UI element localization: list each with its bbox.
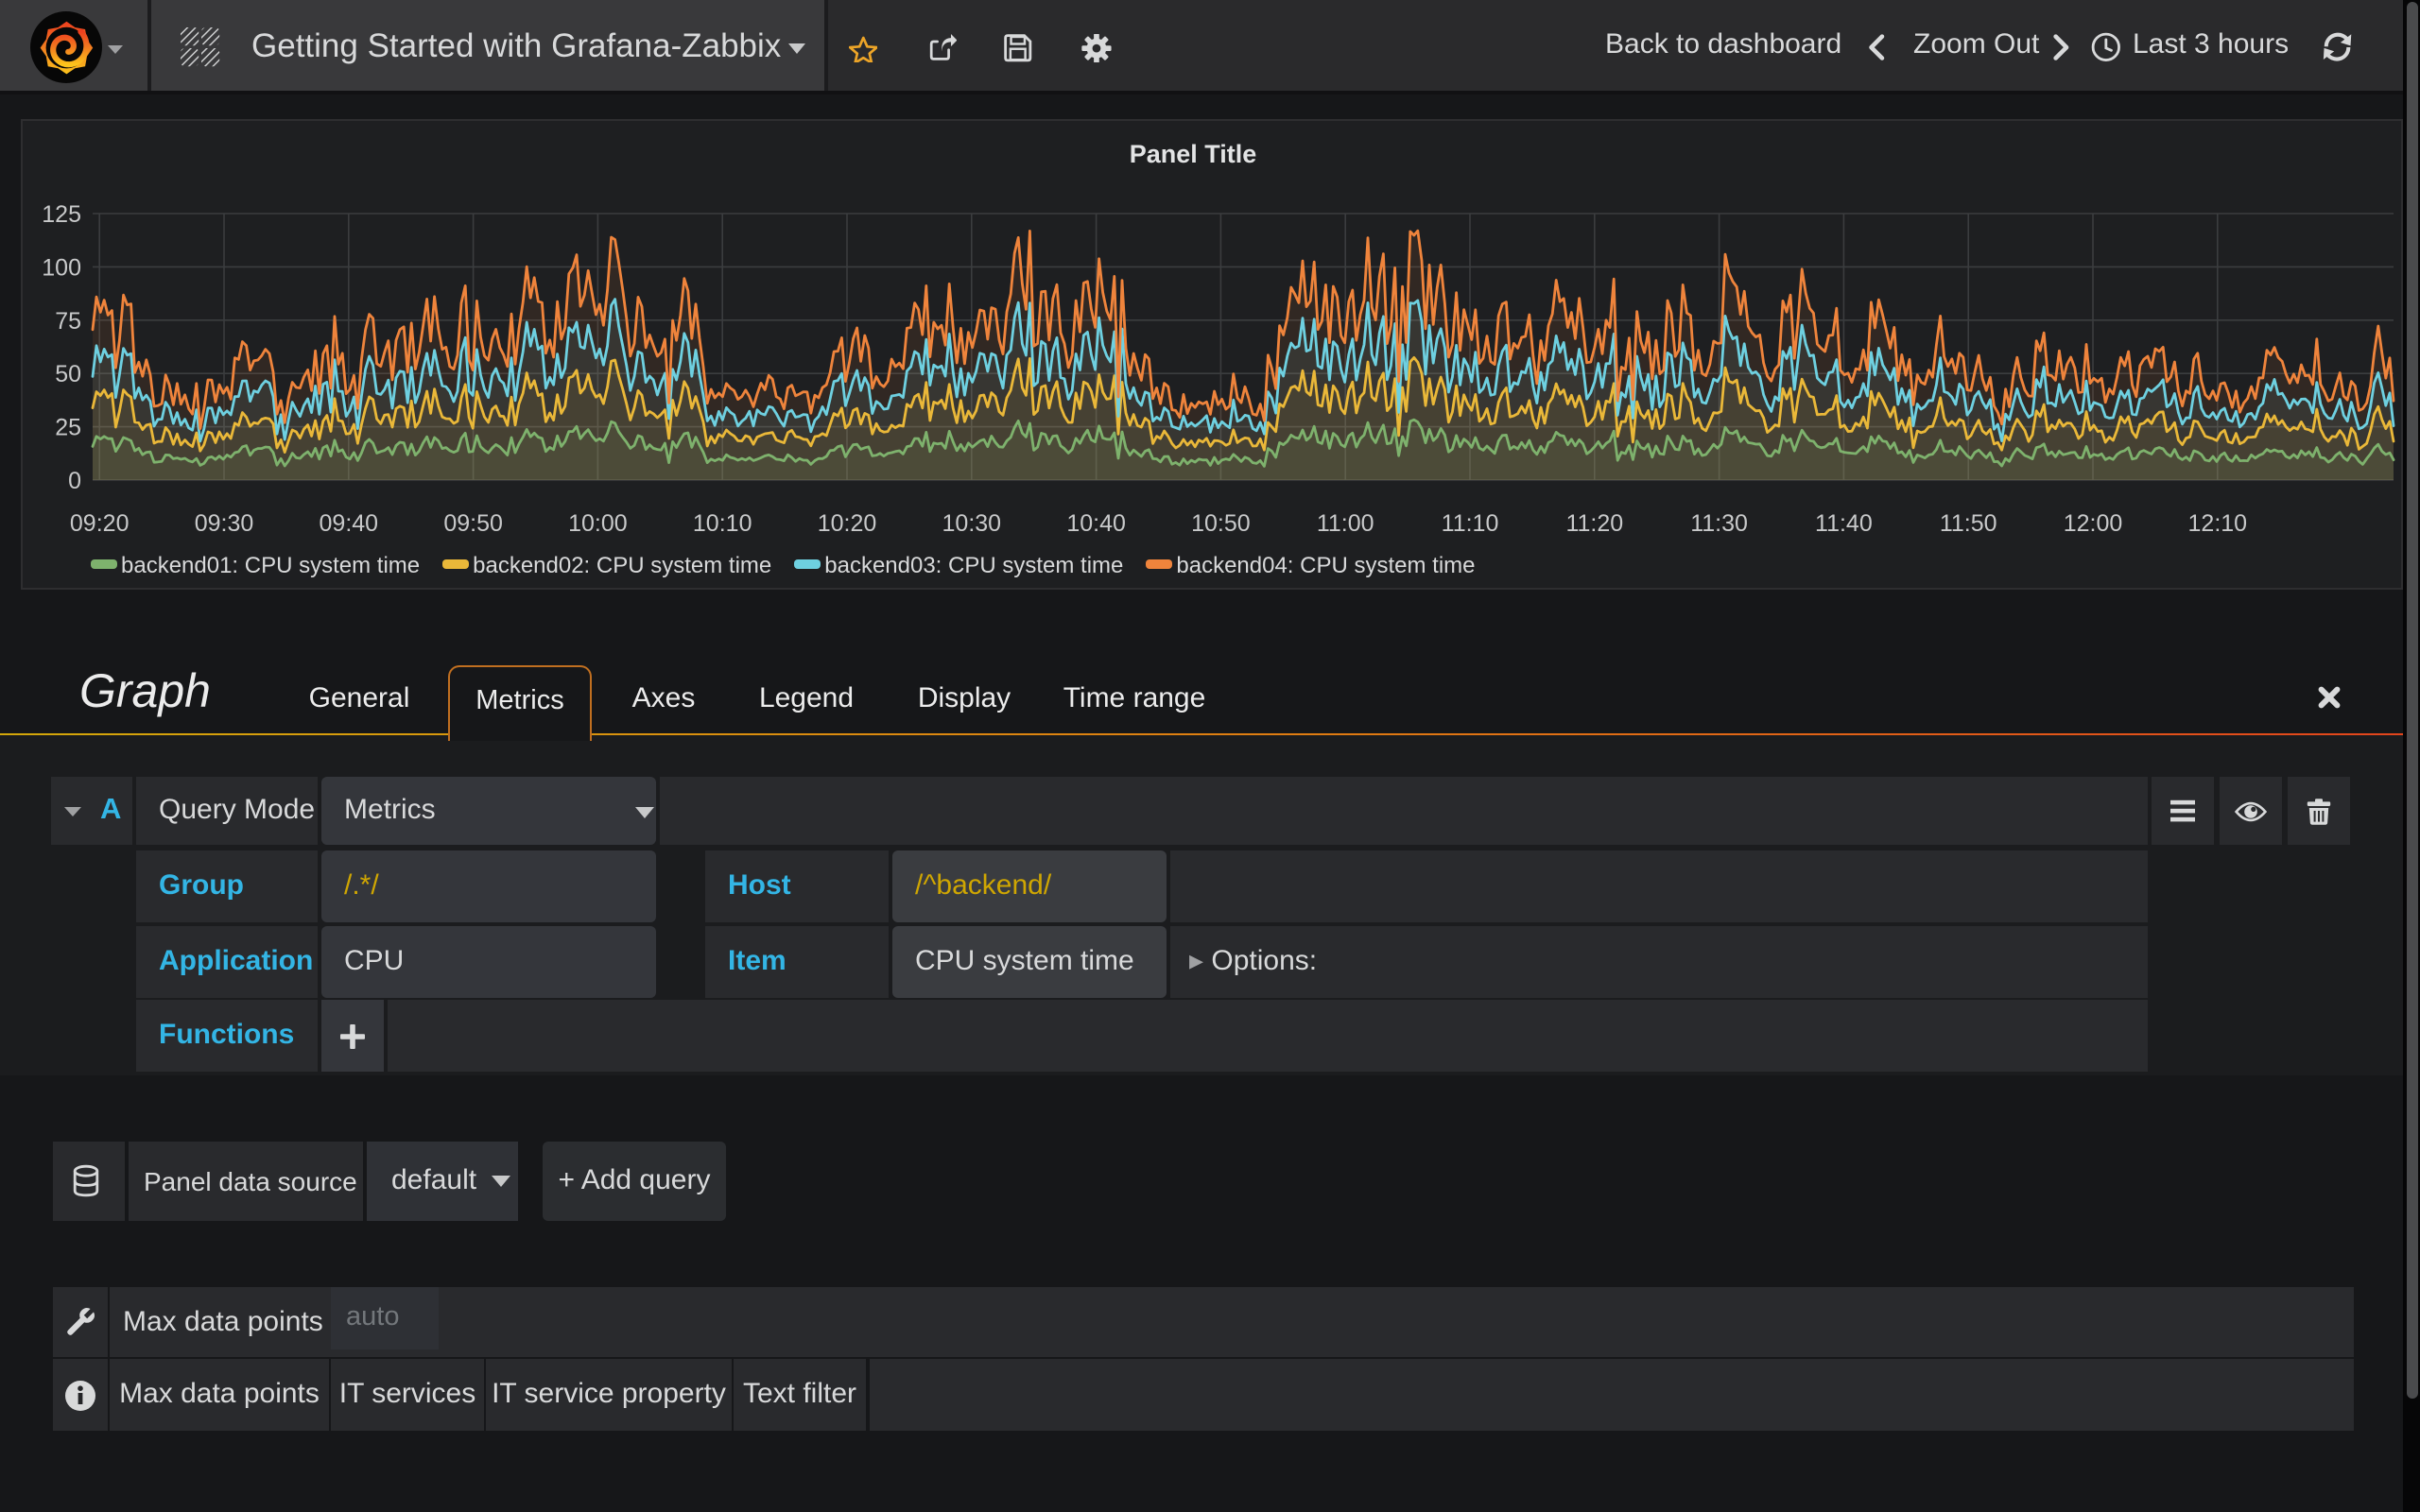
svg-text:09:40: 09:40 [320,510,379,537]
svg-text:50: 50 [55,361,81,387]
svg-text:11:20: 11:20 [1565,510,1623,537]
svg-text:10:00: 10:00 [568,510,628,537]
svg-text:09:20: 09:20 [70,510,130,537]
svg-text:10:50: 10:50 [1191,510,1251,537]
svg-text:0: 0 [68,468,81,494]
svg-text:09:30: 09:30 [195,510,254,537]
svg-text:09:50: 09:50 [443,510,503,537]
svg-text:11:10: 11:10 [1442,510,1499,537]
svg-text:11:40: 11:40 [1815,510,1873,537]
svg-text:10:10: 10:10 [693,510,752,537]
svg-text:10:40: 10:40 [1066,510,1126,537]
svg-text:25: 25 [55,415,81,441]
svg-text:100: 100 [42,254,81,281]
svg-text:11:30: 11:30 [1690,510,1748,537]
svg-text:75: 75 [55,308,81,335]
svg-text:125: 125 [42,201,81,228]
svg-text:12:10: 12:10 [2188,510,2248,537]
svg-text:11:00: 11:00 [1317,510,1374,537]
svg-text:10:20: 10:20 [818,510,877,537]
svg-text:12:00: 12:00 [2064,510,2123,537]
svg-text:11:50: 11:50 [1940,510,1997,537]
svg-text:10:30: 10:30 [942,510,1002,537]
